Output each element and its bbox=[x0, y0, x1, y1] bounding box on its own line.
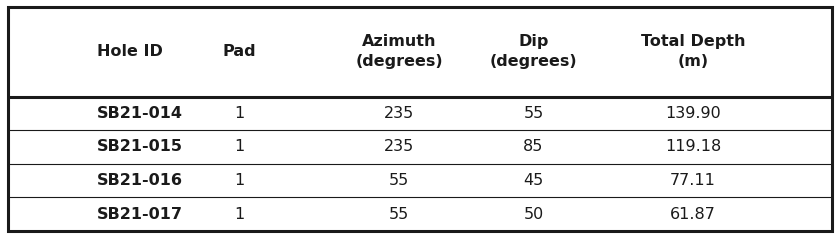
Text: 235: 235 bbox=[384, 106, 414, 121]
Text: SB21-014: SB21-014 bbox=[97, 106, 182, 121]
Text: Dip
(degrees): Dip (degrees) bbox=[490, 35, 577, 69]
Text: 45: 45 bbox=[523, 173, 543, 188]
Text: 119.18: 119.18 bbox=[665, 139, 721, 154]
Text: SB21-016: SB21-016 bbox=[97, 173, 182, 188]
Text: 1: 1 bbox=[234, 173, 244, 188]
Text: 55: 55 bbox=[523, 106, 543, 121]
Text: Pad: Pad bbox=[223, 44, 256, 60]
Text: 55: 55 bbox=[389, 173, 409, 188]
Text: 1: 1 bbox=[234, 106, 244, 121]
Text: 85: 85 bbox=[523, 139, 543, 154]
Text: SB21-017: SB21-017 bbox=[97, 207, 182, 222]
Text: Hole ID: Hole ID bbox=[97, 44, 162, 60]
Text: 77.11: 77.11 bbox=[670, 173, 716, 188]
Text: 1: 1 bbox=[234, 207, 244, 222]
Text: 1: 1 bbox=[234, 139, 244, 154]
Text: 139.90: 139.90 bbox=[665, 106, 721, 121]
Text: 235: 235 bbox=[384, 139, 414, 154]
Text: SB21-015: SB21-015 bbox=[97, 139, 182, 154]
Text: Azimuth
(degrees): Azimuth (degrees) bbox=[355, 35, 443, 69]
Text: 61.87: 61.87 bbox=[670, 207, 716, 222]
Text: Total Depth
(m): Total Depth (m) bbox=[641, 35, 745, 69]
Text: 50: 50 bbox=[523, 207, 543, 222]
Text: 55: 55 bbox=[389, 207, 409, 222]
